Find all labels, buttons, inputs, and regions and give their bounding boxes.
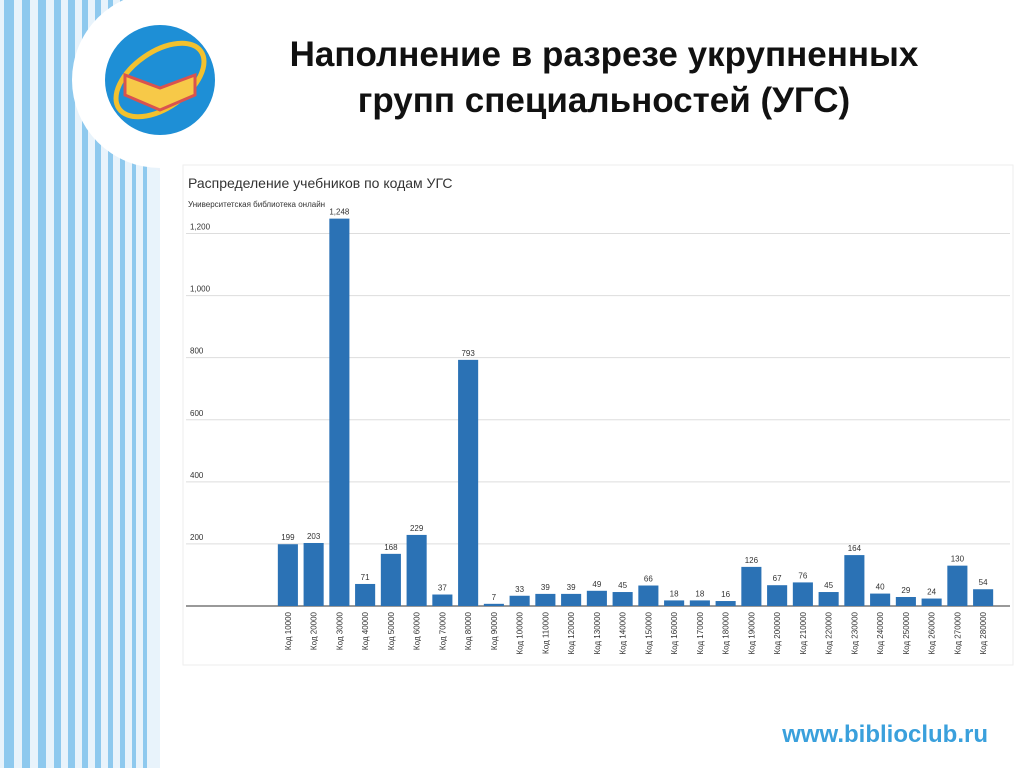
x-tick-label: Код 180000 <box>722 611 731 654</box>
x-tick-label: Код 160000 <box>670 611 679 654</box>
bar <box>895 596 916 606</box>
value-label: 33 <box>515 585 524 594</box>
bar <box>664 600 685 606</box>
value-label: 54 <box>979 578 988 587</box>
value-label: 229 <box>410 524 424 533</box>
footer-url: www.biblioclub.ru <box>781 721 988 748</box>
value-label: 67 <box>773 574 782 583</box>
x-tick-label: Код 60000 <box>413 611 422 650</box>
value-label: 45 <box>824 581 833 590</box>
bar <box>638 585 659 606</box>
x-tick-label: Код 250000 <box>902 611 911 654</box>
x-tick-label: Код 80000 <box>464 611 473 650</box>
x-tick-label: Код 30000 <box>335 611 344 650</box>
value-label: 39 <box>541 583 550 592</box>
x-tick-label: Код 50000 <box>387 611 396 650</box>
value-label: 29 <box>901 586 910 595</box>
value-label: 71 <box>361 573 370 582</box>
bar <box>586 590 607 606</box>
bar <box>458 359 479 606</box>
value-label: 49 <box>592 580 601 589</box>
x-tick-label: Код 40000 <box>361 611 370 650</box>
x-tick-label: Код 130000 <box>593 611 602 654</box>
bar <box>380 553 401 606</box>
slide-title: групп специальностей (УГС) <box>358 81 850 120</box>
x-tick-label: Код 150000 <box>644 611 653 654</box>
value-label: 1,248 <box>329 208 350 217</box>
value-label: 168 <box>384 543 398 552</box>
x-tick-label: Код 190000 <box>747 611 756 654</box>
bar <box>277 544 298 606</box>
x-tick-label: Код 230000 <box>850 611 859 654</box>
bar <box>561 593 582 606</box>
bar <box>973 589 994 606</box>
y-tick-label: 200 <box>190 533 204 542</box>
y-tick-label: 800 <box>190 347 204 356</box>
bar <box>818 592 839 606</box>
value-label: 130 <box>951 555 965 564</box>
y-tick-label: 600 <box>190 409 204 418</box>
bar <box>535 593 556 606</box>
bar <box>612 592 633 606</box>
decoration-stripes <box>0 0 248 768</box>
value-label: 164 <box>848 544 862 553</box>
x-tick-label: Код 280000 <box>979 611 988 654</box>
bar <box>329 218 350 607</box>
value-label: 203 <box>307 532 321 541</box>
value-label: 37 <box>438 584 447 593</box>
x-tick-label: Код 110000 <box>541 611 550 653</box>
x-tick-label: Код 100000 <box>516 611 525 654</box>
bar <box>921 598 942 606</box>
y-tick-label: 1,000 <box>190 285 211 294</box>
bar <box>509 595 530 606</box>
x-tick-label: Код 10000 <box>284 611 293 650</box>
value-label: 39 <box>567 583 576 592</box>
x-tick-label: Код 20000 <box>310 611 319 650</box>
x-tick-label: Код 140000 <box>619 611 628 654</box>
bar <box>870 593 891 606</box>
value-label: 16 <box>721 590 730 599</box>
value-label: 24 <box>927 588 936 597</box>
x-tick-label: Код 200000 <box>773 611 782 654</box>
x-tick-label: Код 90000 <box>490 611 499 650</box>
chart-subtitle: Университетская библиотека онлайн <box>188 200 325 209</box>
x-tick-label: Код 240000 <box>876 611 885 654</box>
bar <box>432 594 453 606</box>
x-tick-label: Код 70000 <box>438 611 447 650</box>
bar <box>689 600 710 606</box>
chart-title: Распределение учебников по кодам УГС <box>188 175 453 191</box>
bar <box>303 542 324 606</box>
value-label: 18 <box>695 589 704 598</box>
x-tick-label: Код 210000 <box>799 611 808 654</box>
value-label: 793 <box>461 349 475 358</box>
x-tick-label: Код 220000 <box>825 611 834 654</box>
bar <box>406 534 427 606</box>
slide-title: Наполнение в разрезе укрупненных <box>290 35 919 74</box>
bar <box>947 565 968 606</box>
value-label: 66 <box>644 575 653 584</box>
y-tick-label: 400 <box>190 471 204 480</box>
bar <box>355 583 376 606</box>
value-label: 18 <box>670 589 679 598</box>
bar <box>767 585 788 606</box>
bar <box>483 603 504 606</box>
value-label: 199 <box>281 533 295 542</box>
y-tick-label: 1,200 <box>190 223 211 232</box>
chart: 200 400 600 800 1,000 1,200 199 Код 10000 203 Код… <box>186 208 1010 655</box>
bar <box>792 582 813 606</box>
bar <box>741 566 762 606</box>
bar <box>844 555 865 606</box>
x-tick-label: Код 120000 <box>567 611 576 654</box>
value-label: 126 <box>745 556 759 565</box>
value-label: 40 <box>876 583 885 592</box>
value-label: 76 <box>798 571 807 580</box>
bar <box>715 601 736 606</box>
x-tick-label: Код 170000 <box>696 611 705 654</box>
x-tick-label: Код 260000 <box>928 611 937 654</box>
value-label: 45 <box>618 581 627 590</box>
x-tick-label: Код 270000 <box>953 611 962 654</box>
value-label: 7 <box>492 593 497 602</box>
